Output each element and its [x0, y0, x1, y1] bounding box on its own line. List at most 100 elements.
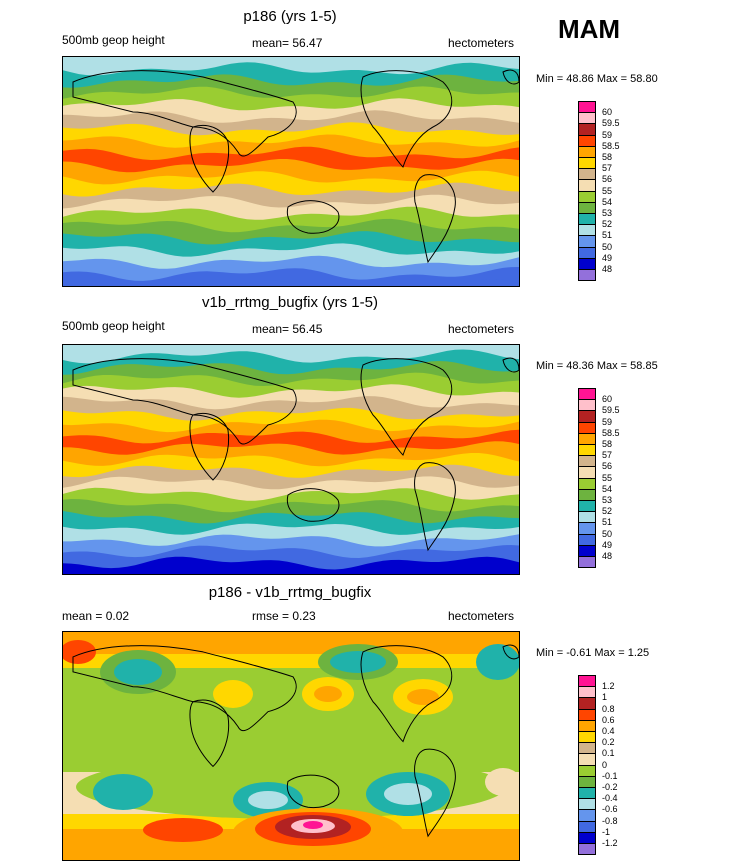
contour-blob	[314, 686, 342, 702]
colorbar-label: 59	[602, 416, 613, 427]
colorbar-label: 50	[602, 241, 613, 252]
colorbar-label: 59.5	[602, 405, 620, 416]
colorbar-label: 58.5	[602, 140, 620, 151]
colorbar-label: 0.4	[602, 726, 615, 736]
colorbar-label: 52	[602, 219, 613, 230]
colorbar-label: 51	[602, 517, 613, 528]
colorbar-label: 48	[602, 551, 613, 561]
contour-blob	[303, 821, 323, 829]
colorbar-label: 53	[602, 208, 613, 218]
colorbar-label: 60	[602, 107, 613, 118]
panel-3-contour-plot	[63, 632, 519, 860]
contour-blob	[384, 783, 432, 805]
colorbar-label: 48	[602, 264, 613, 274]
panel-3-minmax: Min = -0.61 Max = 1.25	[536, 647, 650, 659]
contour-blob	[114, 659, 162, 685]
contour-band	[63, 345, 519, 364]
panel-2-map	[62, 344, 520, 575]
coastline	[414, 462, 456, 552]
colorbar-label: 55	[602, 472, 613, 483]
panel-3-left-label: mean = 0.02	[62, 609, 130, 623]
colorbar-label: 0.6	[602, 714, 615, 725]
contour-blob	[476, 644, 519, 680]
colorbar-swatch	[578, 843, 596, 856]
coastline	[286, 774, 340, 808]
coastline	[72, 358, 297, 445]
colorbar-label: 58.5	[602, 427, 620, 438]
panel-1-left-label: 500mb geop height	[62, 33, 165, 47]
panel-3-title: p186 - v1b_rrtmg_bugfix	[208, 584, 372, 601]
contour-blob	[248, 791, 288, 809]
coastline	[360, 70, 453, 168]
contour-band	[63, 654, 519, 668]
coastline	[286, 488, 340, 522]
colorbar-label: 0.1	[602, 748, 615, 759]
colorbar-label: 60	[602, 394, 613, 405]
panel-2-center-label: mean= 56.45	[252, 322, 323, 336]
contour-blob	[485, 768, 519, 796]
coastline	[189, 124, 230, 193]
panel-1-center-label: mean= 56.47	[252, 36, 323, 50]
panel-2-left-label: 500mb geop height	[62, 319, 165, 333]
colorbar-label: 58	[602, 152, 613, 162]
panel-1-title: p186 (yrs 1-5)	[243, 8, 337, 25]
panel-2-right-label: hectometers	[448, 322, 515, 336]
colorbar-label: -1	[602, 826, 611, 837]
colorbar-label: 1.2	[602, 681, 615, 692]
coastline	[72, 70, 297, 157]
colorbar-label: 57	[602, 450, 613, 461]
season-label: MAM	[558, 14, 621, 44]
colorbar-label: -0.4	[602, 793, 618, 804]
colorbar-label: -1.2	[602, 838, 618, 848]
panel-2-title: v1b_rrtmg_bugfix (yrs 1-5)	[202, 294, 378, 311]
coastline	[286, 200, 340, 234]
contour-blob	[93, 774, 153, 810]
colorbar-label: 52	[602, 506, 613, 517]
coastline	[72, 645, 297, 732]
colorbar-label: 55	[602, 185, 613, 196]
colorbar-label: 1	[602, 692, 608, 703]
colorbar-label: 54	[602, 483, 613, 494]
coastline	[360, 645, 453, 743]
panel-1-contour-plot	[63, 57, 519, 286]
colorbar-label: -0.1	[602, 770, 618, 781]
panel-2-contour-plot	[63, 345, 519, 574]
contour-blob	[213, 680, 253, 708]
panel-1-right-label: hectometers	[448, 36, 515, 50]
panel-3-right-label: hectometers	[448, 609, 515, 623]
colorbar-label: 0.2	[602, 737, 615, 748]
colorbar-label: -0.8	[602, 815, 618, 826]
contour-blob	[143, 818, 223, 842]
colorbar-label: 53	[602, 495, 613, 505]
coastline	[414, 174, 456, 264]
colorbar-label: 57	[602, 163, 613, 174]
colorbar-label: 49	[602, 539, 613, 550]
contour-blob	[330, 651, 386, 673]
colorbar-label: 56	[602, 174, 613, 185]
colorbar-swatch	[578, 269, 596, 282]
coastline	[360, 358, 453, 456]
contour-blob	[63, 640, 96, 664]
colorbar-label: 59.5	[602, 118, 620, 129]
colorbar-label: 59	[602, 129, 613, 140]
coastline	[502, 357, 519, 373]
panel-1-map	[62, 56, 520, 287]
panel-3-map	[62, 631, 520, 861]
contour-blob	[407, 689, 439, 705]
colorbar-swatch	[578, 556, 596, 569]
panel-1-minmax: Min = 48.86 Max = 58.80	[536, 73, 658, 85]
colorbar-label: 58	[602, 439, 613, 449]
colorbar-label: -0.2	[602, 782, 618, 792]
colorbar-label: 0.8	[602, 703, 615, 714]
colorbar-label: 51	[602, 230, 613, 241]
coastline	[189, 699, 230, 768]
panel-2-minmax: Min = 48.36 Max = 58.85	[536, 360, 658, 372]
coastline	[502, 69, 519, 85]
colorbar-label: 56	[602, 461, 613, 472]
colorbar-label: 54	[602, 196, 613, 207]
coastline	[502, 644, 519, 660]
colorbar-label: 50	[602, 528, 613, 539]
coastline	[414, 748, 456, 838]
coastline	[189, 412, 230, 481]
colorbar-label: 49	[602, 252, 613, 263]
